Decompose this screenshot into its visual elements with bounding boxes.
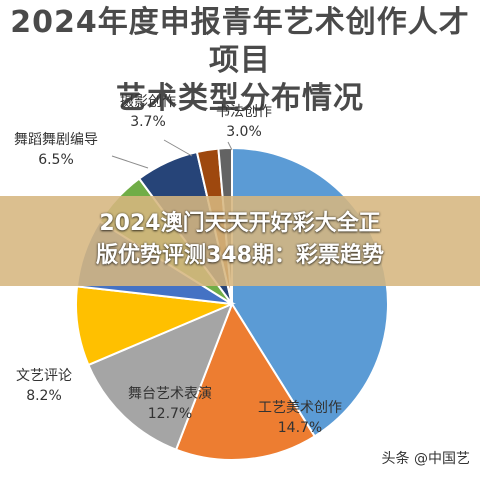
leader-line-7: [111, 155, 149, 169]
pie-slice-3: [87, 302, 234, 451]
slice-value-8: 3.7%: [130, 114, 166, 130]
banner-line-2: 版优势评测348期：彩票趋势: [96, 243, 384, 268]
slice-value-4: 8.2%: [26, 388, 62, 404]
leader-line-9: [227, 141, 233, 151]
overlay-banner: 2024澳门天天开好彩大全正 版优势评测348期：彩票趋势: [0, 196, 480, 286]
slice-label-2: 工艺美术创作: [258, 400, 342, 416]
chart-title-block: 2024年度申报青年艺术创作人才项目 艺术类型分布情况: [0, 4, 480, 118]
slice-label-9: 书法创作: [216, 104, 272, 120]
chart-title: 2024年度申报青年艺术创作人才项目: [10, 5, 470, 78]
slice-value-2: 14.7%: [278, 420, 322, 436]
watermark: 头条 @中国艺: [375, 446, 476, 470]
slice-value-3: 12.7%: [148, 406, 192, 422]
banner-line-1: 2024澳门天天开好彩大全正: [99, 211, 381, 236]
slice-label-8: 摄影创作: [120, 94, 176, 110]
slice-label-4: 文艺评论: [16, 368, 72, 384]
slice-label-7: 舞蹈舞剧编导: [14, 132, 98, 148]
pie-slice-2: [174, 301, 317, 461]
slice-value-7: 6.5%: [38, 152, 74, 168]
slice-label-3: 舞台艺术表演: [128, 386, 212, 402]
slice-value-9: 3.0%: [226, 124, 262, 140]
leader-line-8: [163, 139, 193, 157]
chart-subtitle: 艺术类型分布情况: [116, 81, 364, 116]
